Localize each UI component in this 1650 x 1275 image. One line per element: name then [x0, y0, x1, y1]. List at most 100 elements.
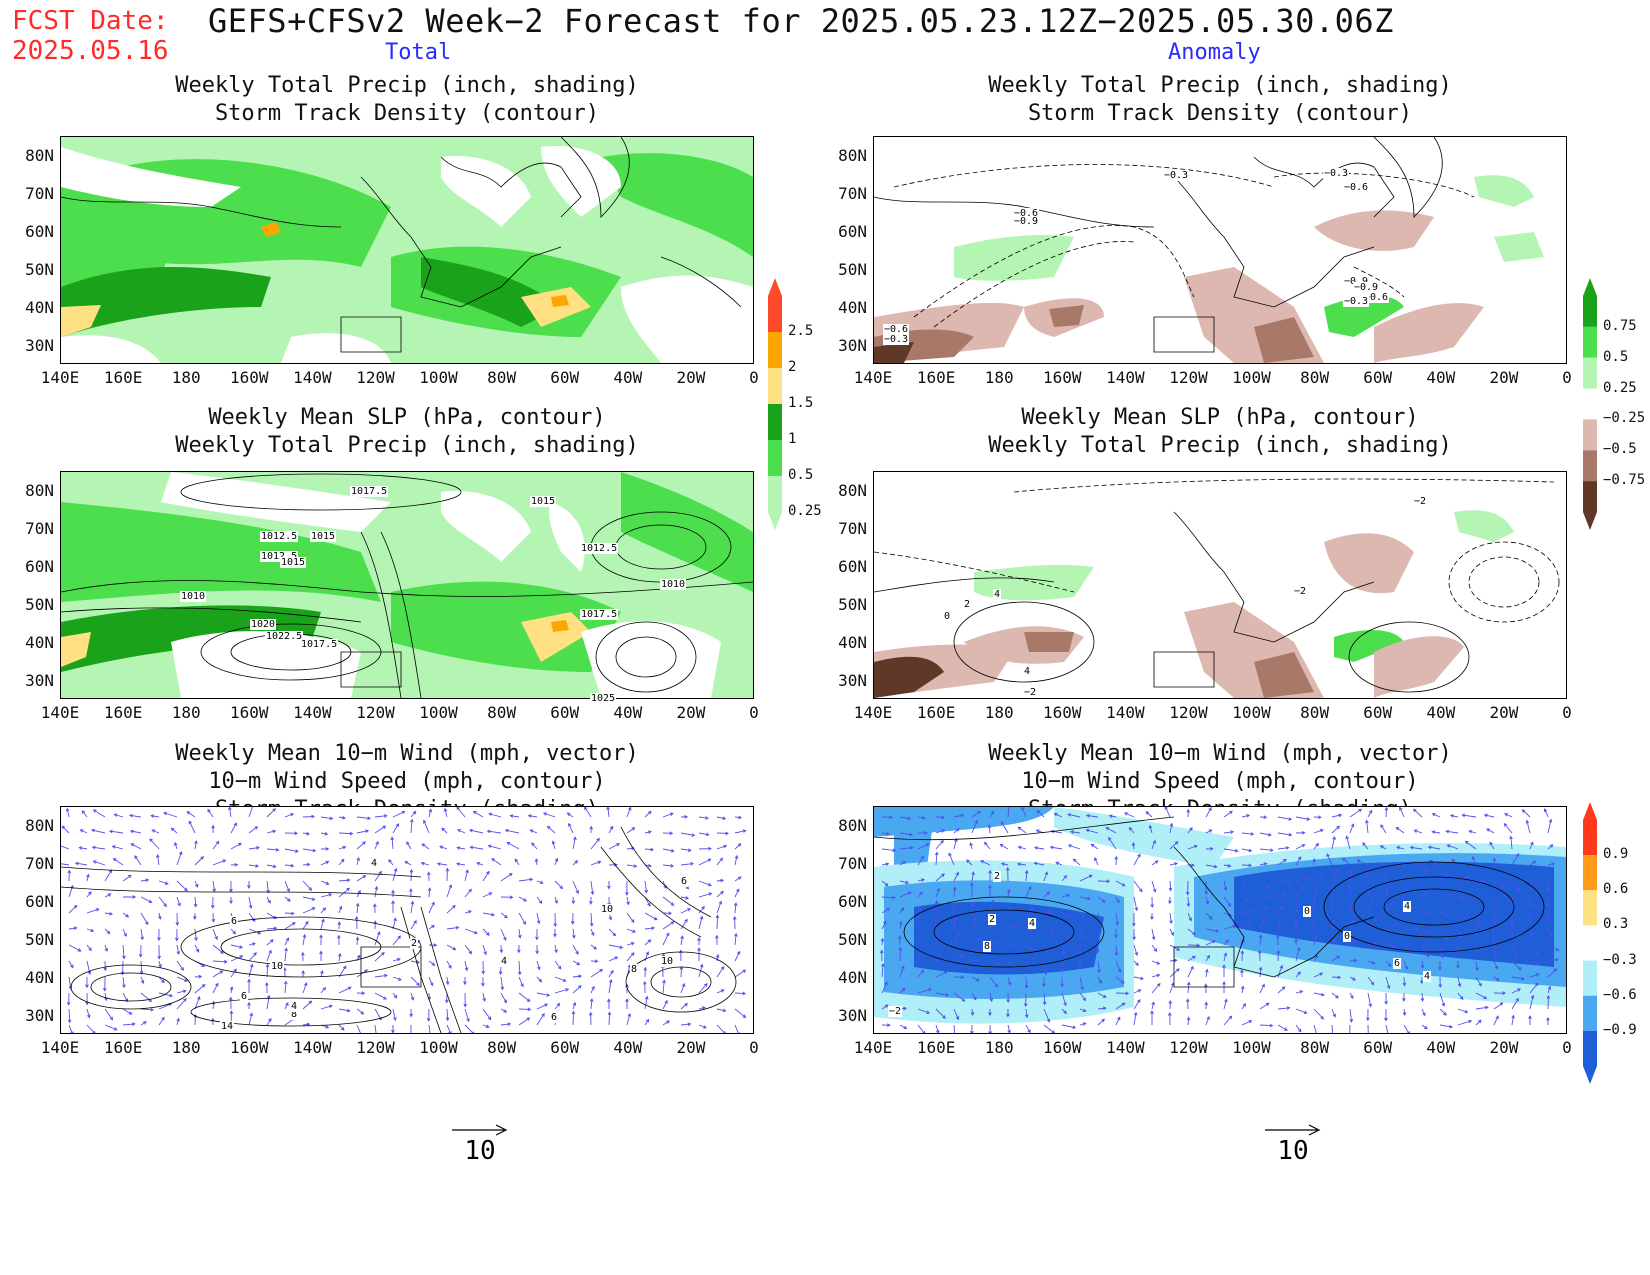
wind-vector	[212, 982, 219, 994]
lat-label-p6: 50N	[838, 930, 867, 949]
wind-vector	[1223, 939, 1229, 946]
wind-vector	[443, 807, 448, 818]
wind-vector	[1547, 968, 1558, 978]
wind-vector	[966, 859, 973, 866]
wind-vector	[1007, 807, 1010, 818]
contour-label-p3: 1017.5	[300, 639, 339, 650]
wind-vector	[554, 896, 558, 905]
wind-vector	[122, 874, 132, 882]
wind-vector	[898, 946, 903, 962]
wind-vector	[935, 873, 945, 882]
wind-vector	[1096, 928, 1101, 939]
wind-vector	[140, 896, 153, 903]
lon-label-p6: 160W	[1043, 1038, 1082, 1057]
colorbar-label: −0.5	[1603, 441, 1637, 458]
lat-label-p3: 30N	[25, 671, 54, 690]
wind-vector	[445, 1008, 450, 1022]
wind-vector	[606, 807, 610, 818]
wind-vector	[230, 862, 239, 867]
wind-vector	[266, 1017, 272, 1026]
wind-vector	[230, 955, 244, 962]
colorbar-swatch	[1583, 960, 1597, 996]
contour-label-p3: 1020	[250, 619, 277, 630]
wind-vector	[1097, 879, 1111, 884]
wind-vector	[320, 986, 327, 994]
wind-vector	[1421, 1008, 1426, 1017]
contour-label-p3: 1015	[530, 496, 557, 507]
wind-vector	[464, 944, 473, 955]
wind-vector	[1096, 944, 1100, 954]
wind-vector	[680, 982, 686, 994]
wind-vector	[716, 1008, 727, 1013]
wind-vector	[881, 962, 885, 978]
wind-vector	[499, 944, 504, 954]
wind-vector	[428, 960, 436, 966]
wind-vector	[104, 944, 109, 953]
wind-vector	[1151, 928, 1156, 941]
wind-vector	[1493, 960, 1499, 970]
wind-vector	[320, 1004, 333, 1010]
contour-label-p5: 10	[660, 956, 675, 967]
wind-vector	[230, 968, 237, 978]
wind-vector	[392, 810, 406, 818]
wind-vector	[1061, 1008, 1067, 1015]
colorbar-swatch	[1583, 326, 1597, 358]
wind-vector	[1005, 866, 1010, 882]
wind-vector	[472, 810, 484, 818]
colorbar-swatch	[768, 404, 782, 440]
wind-vector	[1017, 845, 1027, 850]
lat-label-p2: 40N	[838, 298, 867, 317]
wind-vector	[409, 868, 414, 882]
wind-vector	[1167, 1011, 1172, 1026]
contour-label-p5: 6	[550, 1012, 559, 1023]
wind-vector	[1457, 1008, 1469, 1014]
wind-vector	[1187, 863, 1195, 867]
wind-vector	[1545, 896, 1550, 909]
wind-vector	[113, 813, 124, 818]
wind-vector	[1113, 928, 1118, 939]
lon-label-p6: 100W	[1232, 1038, 1271, 1057]
lon-label-p6: 0	[1562, 1038, 1572, 1057]
wind-vector	[320, 831, 329, 836]
colorbar-label: −0.25	[1603, 410, 1646, 427]
wind-vector	[1151, 880, 1157, 893]
panel-5-title-line1: Weekly Mean 10−m Wind (mph, vector)	[175, 741, 639, 766]
wind-vector	[1294, 918, 1298, 930]
contour-label-p3: 1012.5	[580, 543, 619, 554]
wind-vector	[529, 829, 538, 834]
wind-vector	[934, 851, 939, 866]
wind-vector	[1312, 858, 1317, 866]
wind-vector	[1456, 960, 1460, 969]
lat-label-p3: 70N	[25, 519, 54, 538]
colorbar-precip-total	[768, 278, 782, 530]
lat-label-p2: 70N	[838, 184, 867, 203]
wind-vector	[1331, 1008, 1336, 1018]
panel-4-title: Weekly Mean SLP (hPa, contour) Weekly To…	[873, 404, 1567, 460]
lon-label-p2: 60W	[1363, 368, 1393, 387]
wind-vector	[266, 864, 277, 869]
wind-vector	[140, 976, 145, 984]
colorbar-storm-anom	[1583, 802, 1597, 1084]
wind-vector	[1079, 896, 1091, 901]
wind-vector	[662, 921, 675, 930]
wind-vector	[264, 981, 269, 994]
wind-vector	[1313, 992, 1325, 997]
wind-vector	[1060, 976, 1064, 988]
wind-vector	[1313, 873, 1323, 882]
wind-vector	[1510, 912, 1514, 928]
wind-vector	[899, 880, 910, 885]
wind-vector	[374, 870, 382, 882]
wind-vector	[572, 1001, 577, 1010]
wind-vector	[1511, 853, 1520, 866]
colorbar-label: 0.6	[1603, 881, 1629, 898]
wind-vector	[1204, 983, 1208, 994]
wind-vector	[953, 813, 965, 818]
wind-vector	[608, 928, 617, 937]
wind-vector	[662, 932, 670, 946]
wind-vector	[572, 960, 581, 966]
wind-vector	[409, 1008, 413, 1018]
wind-vector	[500, 1022, 512, 1026]
wind-vector	[421, 843, 430, 850]
wind-vector	[1402, 992, 1406, 1002]
wind-vector	[1186, 896, 1191, 908]
